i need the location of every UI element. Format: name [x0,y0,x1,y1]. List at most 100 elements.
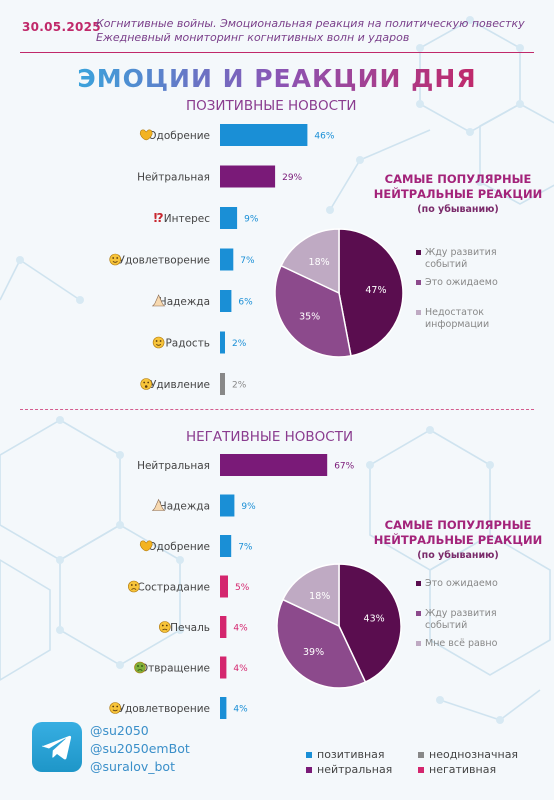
bar-category-label: Одобрение [148,130,210,142]
bar-category-label: Печаль [170,622,210,634]
pie2-title: САМЫЕ ПОПУЛЯРНЫЕ НЕЙТРАЛЬНЫЕ РЕАКЦИИ [373,518,543,547]
pie1-title: САМЫЕ ПОПУЛЯРНЫЕ НЕЙТРАЛЬНЫЕ РЕАКЦИИ [373,172,543,201]
legend-neutral: нейтральная [306,763,392,776]
pie-legend-swatch [416,280,421,285]
bar-value-label: 29% [282,173,302,183]
bar-category-label: Нейтральная [137,172,210,184]
pie-legend-swatch [416,581,421,586]
handle-link[interactable]: @suralov_bot [90,759,175,774]
question-exclamation-icon: ⁉ [154,211,164,225]
pie-slice [274,264,352,358]
pie-slice [281,563,340,628]
bar [220,248,234,271]
legend-swatch-neutral [306,767,312,773]
pie-slice [276,598,367,689]
bar-category-label: Удивление [150,379,210,391]
bar-category-label: Отвращение [140,663,210,675]
pie-legend-item: Недостаток информации [416,307,525,331]
pie-legend-item: Мне всё равно [416,638,525,650]
telegram-logo-icon[interactable] [32,722,82,772]
positive-news-bar-chart: Одобрение 46% Нейтральная 29% Интерес⁉ 9% Удов… [109,124,335,395]
legend-label: неоднозначная [429,748,519,761]
pie-legend-label: Жду развития событий [425,608,497,631]
pie-legend-swatch [416,611,421,616]
positive-section-title: ПОЗИТИВНЫЕ НОВОСТИ [186,98,357,114]
handles-list: @su2050 @su2050emBot @suralov_bot [90,722,190,776]
pie-slice-label: 35% [299,311,320,322]
nauseated-face-icon [134,661,146,674]
header-divider [20,52,534,53]
svg-text:⁉: ⁉ [154,211,164,225]
smiling-tear-face-icon [152,336,165,349]
bar-category-label: Одобрение [148,541,210,553]
bar [220,494,235,517]
bar [220,535,232,557]
bar-category-label: Надежда [159,296,210,308]
pie1-chart: 47% 35% 18% [274,228,404,358]
pie2-title-block: САМЫЕ ПОПУЛЯРНЫЕ НЕЙТРАЛЬНЫЕ РЕАКЦИИ (по… [368,518,548,563]
bar [220,616,227,638]
pie-slice-label: 18% [309,257,330,268]
legend-label: негативная [429,763,497,776]
report-date: 30.05.2025 [22,20,101,34]
bar-value-label: 4% [233,624,248,634]
pie1-title-block: САМЫЕ ПОПУЛЯРНЫЕ НЕЙТРАЛЬНЫЕ РЕАКЦИИ (по… [368,172,548,217]
bar-value-label: 2% [232,339,247,349]
bar [220,290,232,312]
pie-legend-swatch [416,250,421,255]
bar-category-label: Интерес [164,213,210,225]
handle-link[interactable]: @su2050emBot [90,741,190,756]
pie-slice [338,563,402,684]
praying-hands-icon [151,294,166,307]
pie1-legend: Жду развития событий Это ожидаемо Недостат… [416,247,535,347]
legend-negative: негативная [418,763,496,776]
bar [220,331,225,354]
heart-hands-icon [139,540,153,552]
bar-value-label: 4% [233,664,248,674]
report-subtitle-line2: Ежедневный мониторинг когнитивных волн и… [96,31,410,44]
relieved-face-icon [109,702,121,714]
page-title-text: ЭМОЦИИ И РЕАКЦИИ ДНЯ [77,64,477,93]
bar-value-label: 67% [334,462,354,472]
bar-value-label: 9% [241,502,256,512]
bar [220,454,328,476]
bar-value-label: 9% [244,215,259,225]
pie-legend-swatch [416,641,421,646]
legend-swatch-positive [306,752,312,758]
bar-value-label: 4% [233,705,248,715]
pie-slice [280,228,340,295]
pie-slice-label: 47% [365,285,386,296]
bar-category-label: Удовлетворение [119,703,210,715]
bar [220,124,308,146]
section-divider [20,409,534,410]
pie-slice-label: 43% [364,614,385,625]
bar-value-label: 2% [232,381,247,391]
handle-link[interactable]: @su2050 [90,723,149,738]
legend-positive: позитивная [306,748,385,761]
bar-category-label: Надежда [159,501,210,513]
report-subtitle-line1: Когнитивные войны. Эмоциональная реакция… [96,17,525,30]
bar [220,207,238,229]
negative-news-bar-chart: Нейтральная 67% Надежда 9% Одобрение 7% Состра… [109,454,355,719]
pie-legend-item: Это ожидаемо [416,578,525,590]
pie2-subtitle: (по убыванию) [417,550,499,561]
legend-ambiguous: неоднозначная [418,748,518,761]
bar [220,656,227,679]
pie-legend-item: Это ожидаемо [416,277,525,289]
pie1-subtitle: (по убыванию) [417,204,499,215]
pie-legend-label: Жду развития событий [425,247,497,270]
pie2-legend: Это ожидаемо Жду развития событий Мне всё … [416,578,535,678]
pie2-chart: 43% 39% 18% [276,563,402,689]
bar-category-label: Радость [165,338,210,350]
bar [220,373,225,395]
pleading-face-icon [128,580,140,593]
pie-legend-label: Это ожидаемо [425,277,498,288]
bar-value-label: 7% [240,256,255,266]
pie-legend-swatch [416,310,421,315]
relieved-face-icon [109,253,121,266]
pie-legend-item: Жду развития событий [416,608,525,632]
bar-value-label: 6% [238,298,253,308]
pie-legend-label: Мне всё равно [425,638,498,649]
bar-value-label: 46% [314,132,334,142]
